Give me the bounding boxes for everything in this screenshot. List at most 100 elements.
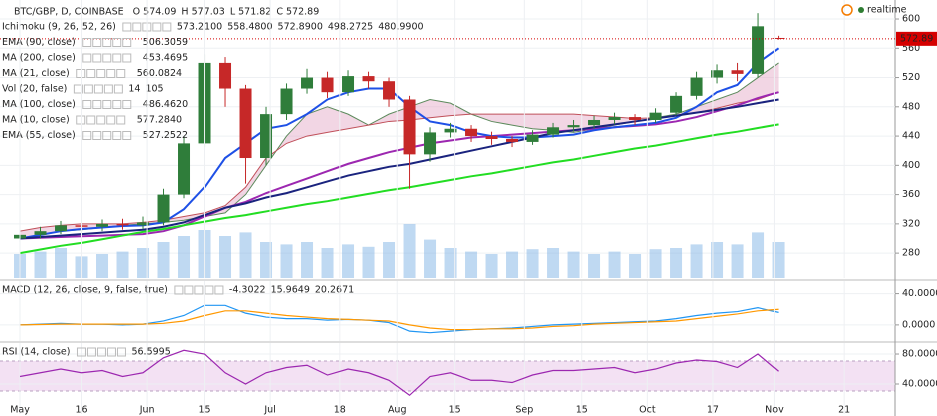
indicator-line (19, 123, 779, 255)
candle-body (424, 132, 437, 155)
volume-bar (260, 242, 273, 278)
indicator-value: 15.9649 (271, 285, 310, 296)
indicator-value: 20.2671 (315, 285, 354, 296)
candle-body (55, 225, 68, 232)
y-tick-label: 600 (902, 14, 920, 25)
legend-icon (82, 131, 92, 140)
candle-body (34, 231, 47, 235)
candle-body (219, 62, 232, 89)
legend-icon (116, 347, 126, 357)
realtime-dot (858, 7, 864, 13)
realtime-status: realtime (867, 5, 907, 16)
indicator-value: 560.0824 (137, 68, 182, 79)
volume-bar (649, 249, 662, 278)
volume-bar (96, 254, 109, 278)
legend-icon (116, 69, 126, 78)
legend-icon (96, 69, 106, 78)
legend-icon (174, 285, 184, 295)
indicator-value: 480.9900 (378, 22, 423, 33)
volume-bar (178, 236, 191, 278)
legend-icon (102, 131, 112, 140)
ohlc-value: 572.89 (286, 7, 319, 18)
y-tick-label: 360 (902, 189, 920, 200)
indicator-value: 486.4620 (143, 99, 188, 110)
alert-icon[interactable] (841, 4, 853, 16)
candle-body (629, 117, 642, 120)
volume-bar (239, 232, 252, 278)
volume-bar (731, 244, 744, 278)
volume-bar (444, 248, 457, 278)
indicator-name: MA (21, close) (2, 68, 70, 79)
volume-bar (383, 242, 396, 278)
indicator-line (19, 308, 779, 331)
indicator-value: 14 (128, 84, 140, 95)
candle-body (383, 81, 396, 100)
volume-bar (711, 242, 724, 278)
volume-bar (752, 232, 765, 278)
legend-icon (113, 84, 123, 94)
y-tick-label: 480 (902, 101, 920, 112)
candle-body (526, 134, 539, 142)
x-tick-label: Jun (139, 405, 155, 416)
legend-icon (82, 53, 92, 63)
indicator-name: EMA (55, close) (2, 130, 76, 141)
volume-bar (608, 251, 621, 278)
legend-icon (112, 53, 122, 63)
candle-body (280, 88, 293, 115)
candle-body (670, 95, 683, 113)
y-tick-label: 400 (902, 160, 920, 171)
last-price-box (896, 31, 937, 46)
legend-icon (92, 100, 102, 109)
volume-bar (34, 251, 47, 278)
pane-title: RSI (14, close) (2, 347, 70, 358)
indicator-line (19, 349, 779, 397)
indicator-value: -4.3022 (229, 285, 266, 296)
volume-bar (157, 242, 170, 278)
x-tick-label: 18 (334, 405, 346, 416)
legend-icon (82, 38, 92, 47)
candle-body (588, 119, 601, 126)
volume-bar (690, 244, 703, 278)
indicator-name: Vol (20, false) (2, 84, 67, 95)
y-tick-label: 520 (902, 72, 920, 83)
volume-bar (362, 246, 375, 278)
indicator-name: MA (10, close) (2, 115, 70, 126)
ohlc-letter: O (133, 7, 140, 18)
indicator-value: 506.3059 (143, 37, 188, 48)
legend-icon (103, 84, 113, 94)
indicator-value: 558.4800 (227, 22, 272, 33)
legend-icon (132, 22, 142, 32)
indicator-name: MA (200, close) (2, 53, 76, 64)
legend-icon (96, 347, 106, 357)
legend-icon (83, 84, 93, 94)
volume-bar (588, 254, 601, 278)
x-tick-label: 15 (576, 405, 588, 416)
indicator-value: 56.5995 (131, 347, 170, 358)
volume-bar (465, 251, 478, 278)
candle-body (608, 117, 621, 120)
legend-icon (122, 131, 132, 140)
x-tick-label: May (10, 405, 30, 416)
candle-body (465, 128, 478, 137)
ohlc-letter: H (181, 7, 188, 18)
legend-icon (93, 84, 103, 94)
x-tick-label: Nov (765, 405, 784, 416)
volume-bar (342, 244, 355, 278)
volume-bar (526, 249, 539, 278)
x-tick-label: 15 (198, 405, 210, 416)
candle-body (137, 222, 150, 226)
legend-icon (112, 100, 122, 109)
candle-body (547, 127, 560, 135)
volume-bar (485, 254, 498, 278)
indicator-name: EMA (90, close) (2, 37, 76, 48)
legend-icon (152, 22, 162, 32)
legend-icon (92, 131, 102, 140)
volume-bar (547, 248, 560, 278)
legend-icon (112, 131, 122, 140)
candle-body (731, 70, 744, 74)
volume-bar (506, 251, 519, 278)
legend-icon (112, 38, 122, 47)
legend-icon (122, 100, 132, 109)
legend-icon (86, 115, 96, 125)
legend-icon (106, 347, 116, 357)
